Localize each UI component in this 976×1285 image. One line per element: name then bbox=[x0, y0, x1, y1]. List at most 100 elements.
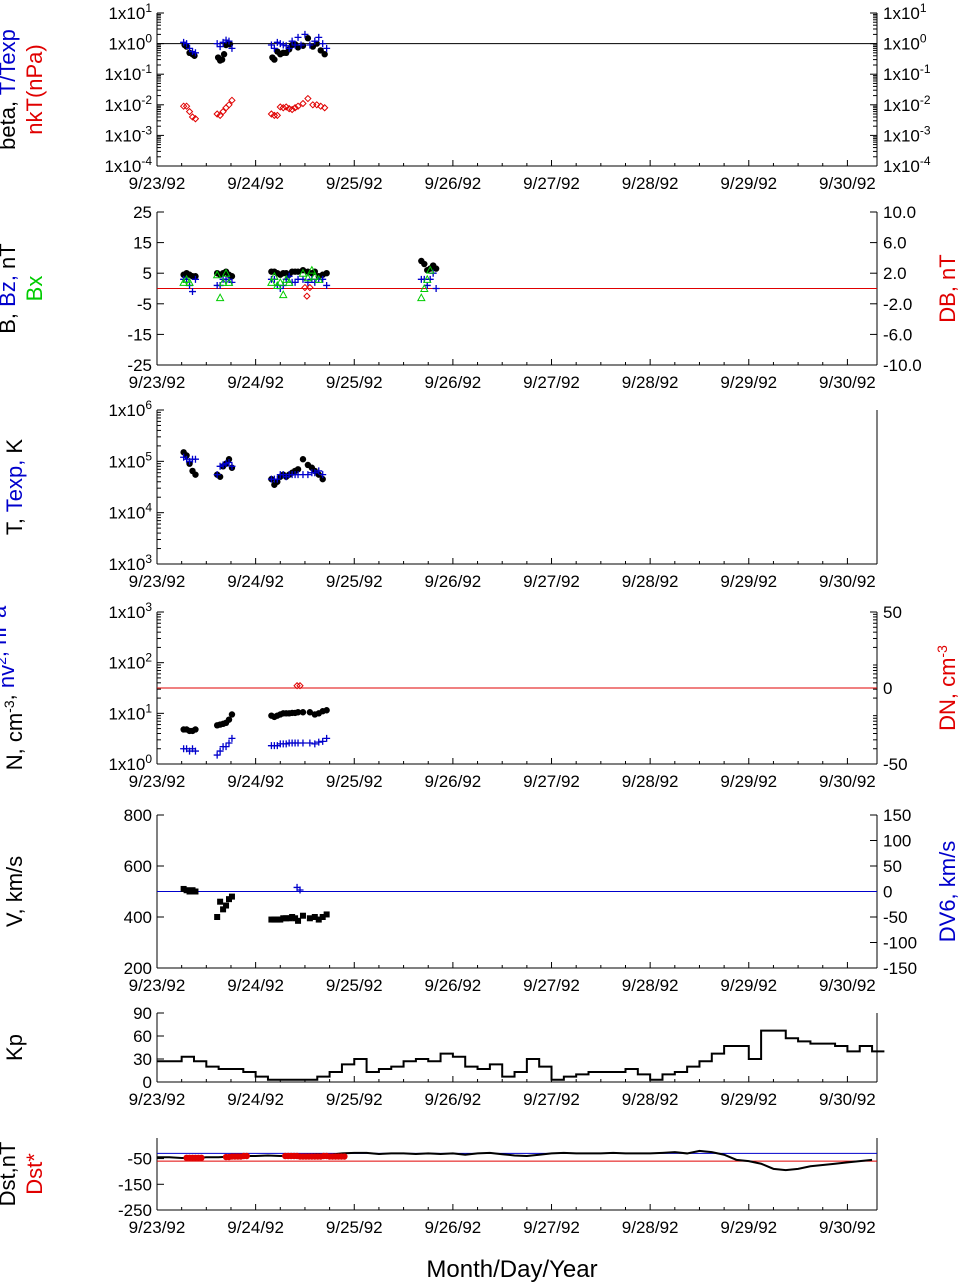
x-tick-label: 9/30/92 bbox=[819, 572, 876, 591]
data-point bbox=[315, 738, 323, 746]
x-tick-label: 9/26/92 bbox=[425, 976, 482, 995]
y-tick-label-right: -100 bbox=[883, 934, 917, 953]
data-point bbox=[191, 275, 199, 283]
series bbox=[180, 453, 327, 483]
data-point bbox=[296, 682, 304, 690]
data-point bbox=[219, 107, 227, 116]
y-tick-label: 1x10-2 bbox=[104, 93, 152, 115]
y-tick-label-right: 50 bbox=[883, 857, 902, 876]
data-point bbox=[243, 1152, 250, 1160]
data-point bbox=[182, 274, 191, 283]
data-point bbox=[299, 99, 307, 108]
series-line bbox=[157, 1029, 885, 1081]
data-point bbox=[291, 104, 299, 112]
data-point bbox=[191, 49, 199, 57]
data-point bbox=[297, 41, 305, 49]
series bbox=[293, 883, 304, 894]
data-point bbox=[319, 475, 326, 483]
data-point bbox=[185, 107, 194, 116]
data-point bbox=[267, 277, 276, 286]
y-tick-label-right: -6.0 bbox=[883, 325, 912, 344]
data-point bbox=[228, 44, 236, 52]
y-tick-label: 1x103 bbox=[108, 552, 152, 574]
data-point bbox=[270, 111, 279, 120]
x-tick-label: 9/28/92 bbox=[622, 1090, 679, 1109]
y-axis-label: Dst,nT bbox=[0, 1142, 20, 1207]
x-tick-label: 9/26/92 bbox=[425, 572, 482, 591]
data-point bbox=[306, 283, 314, 292]
y-tick-label: 1x104 bbox=[108, 501, 152, 523]
data-point bbox=[419, 283, 429, 292]
data-point bbox=[304, 35, 312, 42]
y-axis-label-right: DB, nT bbox=[935, 254, 960, 322]
y-tick-label-right: 150 bbox=[883, 806, 911, 825]
data-point bbox=[288, 105, 296, 114]
data-point bbox=[304, 94, 312, 103]
series bbox=[180, 449, 326, 488]
y-tick-label: 800 bbox=[124, 806, 152, 825]
data-point bbox=[323, 734, 331, 742]
y-tick-label-right: 1x10-1 bbox=[883, 62, 931, 84]
data-point bbox=[299, 456, 307, 463]
data-point bbox=[315, 33, 323, 41]
x-tick-label: 9/23/92 bbox=[129, 174, 186, 193]
y-tick-label-right: 1x10-3 bbox=[883, 123, 931, 145]
series bbox=[179, 94, 329, 123]
x-tick-label: 9/27/92 bbox=[523, 373, 580, 392]
data-point bbox=[228, 96, 236, 105]
data-point bbox=[275, 277, 285, 286]
data-point bbox=[218, 277, 228, 286]
y-tick-label: 1x106 bbox=[108, 398, 152, 420]
data-point bbox=[425, 265, 435, 274]
x-tick-label: 9/25/92 bbox=[326, 1090, 383, 1109]
y-tick-label: 1x10-4 bbox=[104, 154, 152, 176]
data-point bbox=[270, 44, 278, 52]
y-tick-label: 25 bbox=[133, 203, 152, 222]
data-point bbox=[341, 1153, 348, 1160]
data-point bbox=[304, 471, 312, 479]
data-point bbox=[212, 270, 222, 279]
y-axis-label-right: DV6, km/s bbox=[935, 841, 960, 942]
y-axis-label-right: DN, cm-3 bbox=[934, 645, 960, 731]
data-point bbox=[228, 893, 235, 900]
data-point bbox=[306, 41, 314, 49]
x-tick-label: 9/25/92 bbox=[326, 174, 383, 193]
data-point bbox=[188, 113, 197, 121]
data-point bbox=[299, 912, 306, 919]
data-point bbox=[228, 734, 236, 742]
series-line bbox=[157, 1149, 873, 1172]
data-point bbox=[432, 285, 440, 292]
y-axis-label-2: Dst* bbox=[22, 1153, 47, 1195]
x-tick-label: 9/26/92 bbox=[425, 772, 482, 791]
x-tick-label: 9/29/92 bbox=[720, 976, 777, 995]
data-point bbox=[319, 40, 327, 48]
data-point bbox=[278, 290, 288, 299]
data-point bbox=[228, 711, 236, 718]
y-tick-label: 600 bbox=[124, 857, 152, 876]
data-point bbox=[220, 906, 227, 913]
data-point bbox=[293, 682, 301, 690]
x-tick-label: 9/28/92 bbox=[622, 572, 679, 591]
data-point bbox=[299, 739, 307, 747]
x-tick-label: 9/24/92 bbox=[227, 373, 284, 392]
y-tick-label-right: -50 bbox=[883, 908, 908, 927]
x-tick-label: 9/30/92 bbox=[819, 1218, 876, 1237]
data-point bbox=[315, 916, 322, 923]
data-point bbox=[216, 111, 224, 120]
y-tick-label: 30 bbox=[133, 1050, 152, 1069]
data-point bbox=[270, 271, 279, 280]
series bbox=[180, 734, 331, 759]
x-tick-label: 9/25/92 bbox=[326, 373, 383, 392]
data-point bbox=[281, 274, 291, 283]
x-tick-label: 9/27/92 bbox=[523, 772, 580, 791]
x-tick-label: 9/23/92 bbox=[129, 976, 186, 995]
data-point bbox=[218, 56, 226, 63]
x-tick-label: 9/30/92 bbox=[819, 1090, 876, 1109]
data-point bbox=[182, 102, 191, 110]
data-point bbox=[306, 915, 313, 922]
y-axis-label: N, cm-3, nv2, nPa bbox=[0, 605, 27, 770]
data-point bbox=[313, 101, 321, 109]
y-tick-label: -250 bbox=[118, 1201, 152, 1220]
